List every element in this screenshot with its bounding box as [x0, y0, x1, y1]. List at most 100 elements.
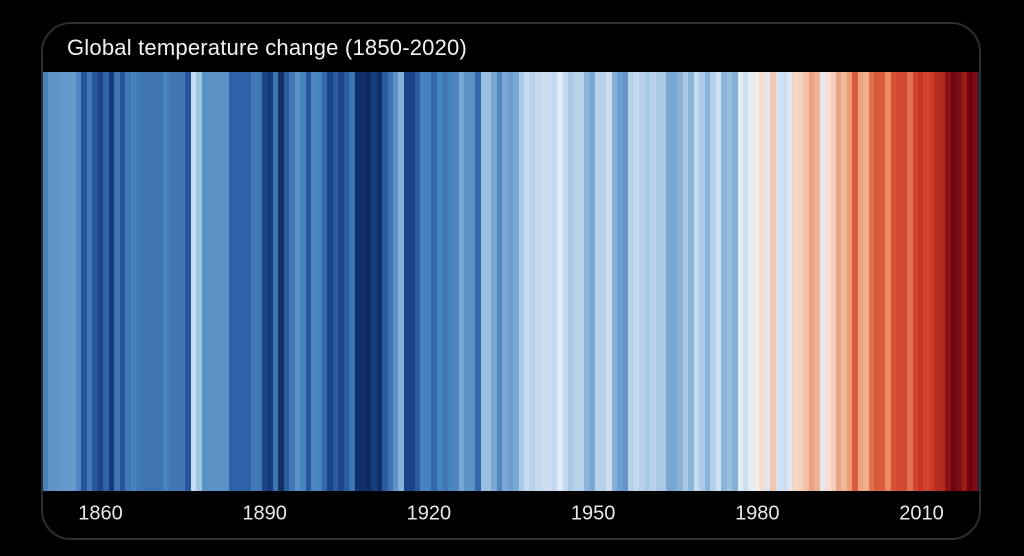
- year-stripe: [420, 72, 426, 491]
- year-stripe: [201, 72, 208, 491]
- card-header: Global temperature change (1850-2020): [43, 24, 979, 72]
- year-stripe: [529, 72, 536, 491]
- year-stripe: [294, 72, 301, 491]
- year-stripe: [967, 72, 973, 491]
- year-stripe: [939, 72, 946, 491]
- year-stripe: [300, 72, 306, 491]
- year-stripe: [677, 72, 683, 491]
- year-stripe: [185, 72, 191, 491]
- year-stripe: [431, 72, 437, 491]
- year-stripe: [349, 72, 355, 491]
- year-stripe: [387, 72, 393, 491]
- year-stripe: [485, 72, 492, 491]
- chart-title: Global temperature change (1850-2020): [67, 35, 467, 60]
- year-stripe: [671, 72, 678, 491]
- year-stripe: [770, 72, 776, 491]
- year-stripe: [157, 72, 164, 491]
- warming-stripes-canvas: [43, 72, 979, 491]
- year-stripe: [97, 72, 104, 491]
- year-stripe: [75, 72, 82, 491]
- year-stripe: [316, 72, 322, 491]
- year-stripe: [256, 72, 262, 491]
- year-stripe: [81, 72, 87, 491]
- year-stripe: [53, 72, 60, 491]
- year-stripe: [196, 72, 202, 491]
- year-stripe: [644, 72, 651, 491]
- year-stripe: [436, 72, 443, 491]
- year-stripe: [660, 72, 667, 491]
- year-stripe: [737, 72, 743, 491]
- axis-tick-label: 1890: [242, 502, 287, 525]
- year-stripe: [628, 72, 634, 491]
- year-stripe: [146, 72, 153, 491]
- year-stripe: [704, 72, 711, 491]
- year-stripe: [92, 72, 98, 491]
- year-stripe: [611, 72, 618, 491]
- year-stripe: [743, 72, 749, 491]
- year-stripe: [524, 72, 530, 491]
- axis-tick-label: 2010: [899, 502, 944, 525]
- year-stripe: [568, 72, 574, 491]
- year-stripe: [48, 72, 54, 491]
- year-stripe: [245, 72, 251, 491]
- year-stripe: [907, 72, 913, 491]
- axis-tick-label: 1920: [406, 502, 452, 525]
- year-stripe: [174, 72, 180, 491]
- year-stripe: [283, 72, 290, 491]
- year-stripe: [360, 72, 366, 491]
- year-stripe: [86, 72, 93, 491]
- year-stripe: [573, 72, 579, 491]
- year-stripe: [715, 72, 722, 491]
- year-stripe: [852, 72, 858, 491]
- year-stripe: [218, 72, 224, 491]
- year-stripe: [633, 72, 640, 491]
- year-stripe: [540, 72, 547, 491]
- year-stripe: [721, 72, 727, 491]
- year-stripe: [786, 72, 793, 491]
- year-stripe: [857, 72, 864, 491]
- year-stripe: [923, 72, 929, 491]
- year-stripe: [748, 72, 754, 491]
- year-stripe: [606, 72, 612, 491]
- year-stripe: [885, 72, 891, 491]
- year-stripe: [272, 72, 279, 491]
- year-stripe: [108, 72, 115, 491]
- year-stripe: [469, 72, 476, 491]
- year-stripe: [655, 72, 661, 491]
- year-stripe: [879, 72, 886, 491]
- year-stripe: [289, 72, 295, 491]
- year-stripe: [551, 72, 558, 491]
- year-stripe: [693, 72, 700, 491]
- year-stripe: [775, 72, 782, 491]
- year-stripe: [912, 72, 918, 491]
- year-stripe: [179, 72, 186, 491]
- year-stripe: [650, 72, 656, 491]
- year-stripe: [972, 72, 979, 491]
- year-stripe: [753, 72, 760, 491]
- year-stripe: [950, 72, 957, 491]
- year-stripe: [475, 72, 481, 491]
- year-stripe: [371, 72, 377, 491]
- year-stripe: [398, 72, 404, 491]
- year-stripe: [764, 72, 771, 491]
- year-stripe: [825, 72, 831, 491]
- year-stripe: [393, 72, 399, 491]
- year-stripe: [327, 72, 333, 491]
- axis-tick-label: 1980: [735, 502, 780, 525]
- year-stripe: [43, 72, 49, 491]
- year-stripe: [480, 72, 486, 491]
- year-stripe: [119, 72, 126, 491]
- year-stripe: [819, 72, 826, 491]
- year-stripe: [168, 72, 175, 491]
- year-stripe: [464, 72, 470, 491]
- year-stripe: [376, 72, 383, 491]
- year-stripe: [338, 72, 344, 491]
- year-stripe: [365, 72, 372, 491]
- year-stripe: [250, 72, 257, 491]
- year-stripe: [502, 72, 508, 491]
- year-stripe: [797, 72, 804, 491]
- year-stripe: [918, 72, 924, 491]
- year-stripe: [792, 72, 798, 491]
- year-stripe: [64, 72, 71, 491]
- year-stripe: [458, 72, 465, 491]
